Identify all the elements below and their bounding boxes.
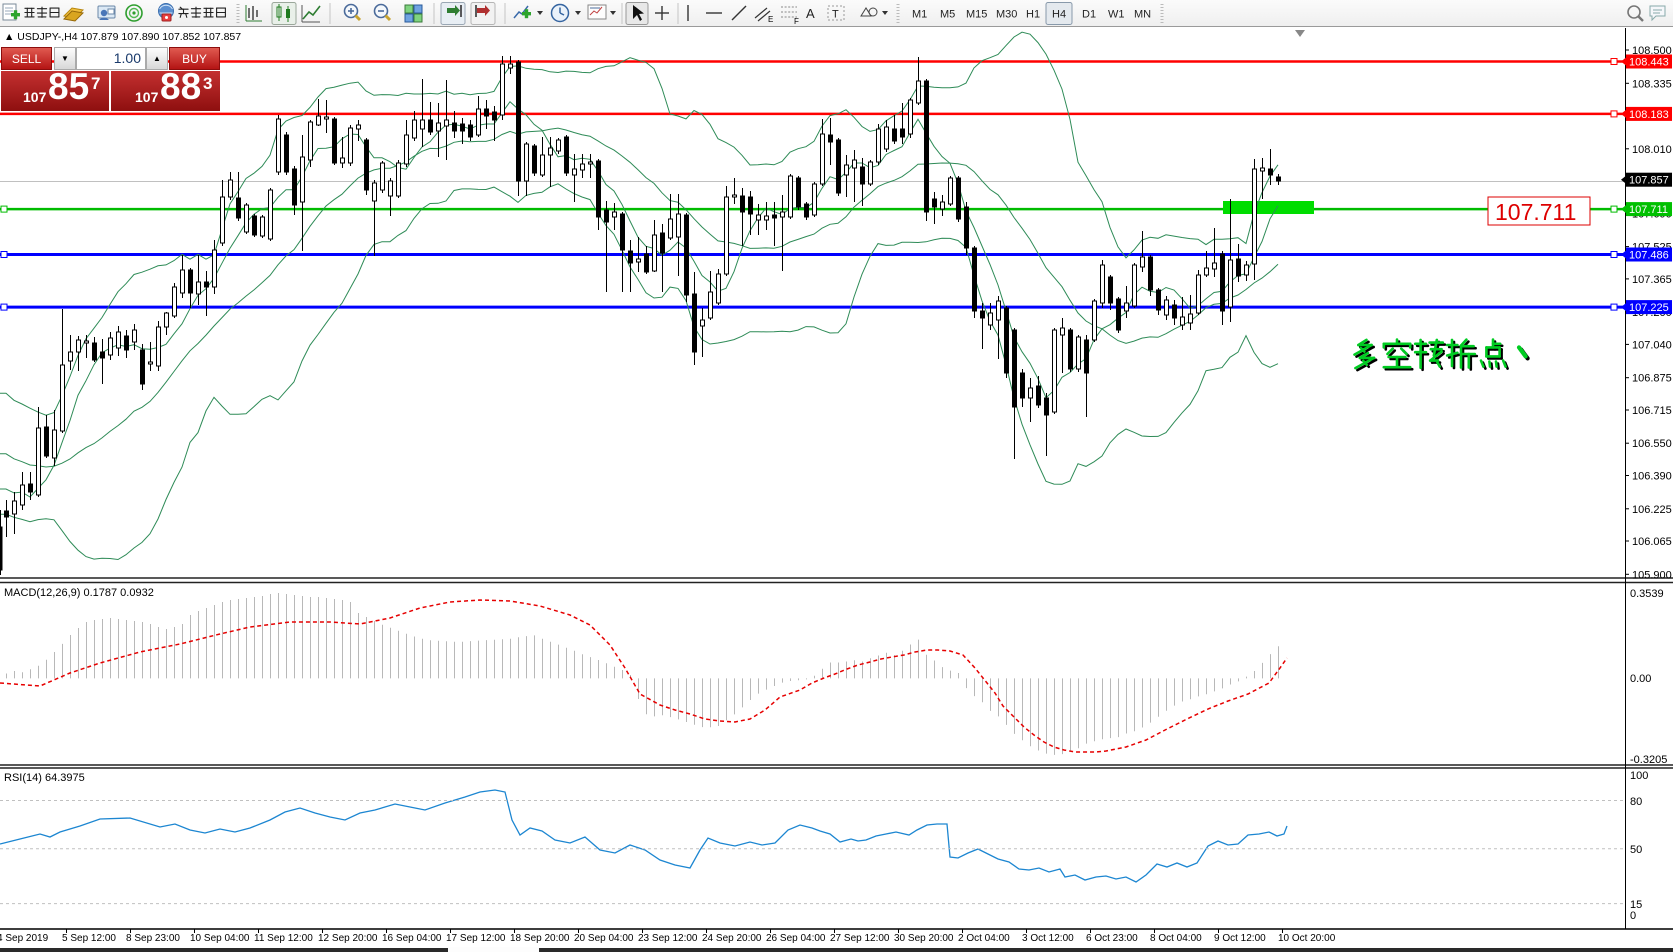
- svg-text:12 Sep 20:00: 12 Sep 20:00: [318, 933, 378, 944]
- svg-text:-0.3205: -0.3205: [1630, 754, 1667, 766]
- svg-text:H4: H4: [1052, 9, 1066, 21]
- svg-text:M15: M15: [966, 9, 987, 21]
- svg-text:MN: MN: [1134, 9, 1151, 21]
- svg-text:26 Sep 04:00: 26 Sep 04:00: [766, 933, 826, 944]
- svg-text:T: T: [832, 9, 839, 21]
- svg-text:107.857: 107.857: [1629, 175, 1669, 187]
- svg-text:50: 50: [1630, 844, 1642, 856]
- svg-text:10 Oct 20:00: 10 Oct 20:00: [1278, 933, 1336, 944]
- svg-text:0: 0: [1630, 910, 1636, 922]
- svg-text:107.711: 107.711: [1629, 204, 1668, 216]
- svg-text:W1: W1: [1108, 9, 1125, 21]
- svg-text:80: 80: [1630, 796, 1642, 808]
- svg-text:10 Sep 04:00: 10 Sep 04:00: [190, 933, 250, 944]
- svg-text:E: E: [768, 15, 773, 24]
- svg-text:5 Sep 12:00: 5 Sep 12:00: [62, 933, 116, 944]
- svg-text:106.875: 106.875: [1632, 373, 1672, 385]
- svg-text:16 Sep 04:00: 16 Sep 04:00: [382, 933, 442, 944]
- svg-text:106.550: 106.550: [1632, 438, 1672, 450]
- svg-text:107.040: 107.040: [1632, 339, 1672, 351]
- svg-text:18 Sep 20:00: 18 Sep 20:00: [510, 933, 570, 944]
- svg-text:0.00: 0.00: [1630, 673, 1651, 685]
- svg-text:24 Sep 20:00: 24 Sep 20:00: [702, 933, 762, 944]
- svg-text:107.225: 107.225: [1629, 302, 1669, 314]
- svg-text:MACD(12,26,9) 0.1787 0.0932: MACD(12,26,9) 0.1787 0.0932: [4, 587, 154, 599]
- svg-text:108.500: 108.500: [1632, 45, 1672, 57]
- svg-text:107.486: 107.486: [1629, 250, 1669, 262]
- svg-text:106.065: 106.065: [1632, 536, 1672, 548]
- svg-text:15: 15: [1630, 899, 1642, 911]
- svg-text:107.365: 107.365: [1632, 274, 1672, 286]
- svg-text:9 Oct 12:00: 9 Oct 12:00: [1214, 933, 1266, 944]
- svg-text:D1: D1: [1082, 9, 1096, 21]
- svg-text:27 Sep 12:00: 27 Sep 12:00: [830, 933, 890, 944]
- svg-text:6 Oct 23:00: 6 Oct 23:00: [1086, 933, 1138, 944]
- svg-text:105.900: 105.900: [1632, 569, 1672, 581]
- svg-text:30 Sep 20:00: 30 Sep 20:00: [894, 933, 954, 944]
- svg-text:100: 100: [1630, 770, 1648, 782]
- svg-text:106.225: 106.225: [1632, 504, 1672, 516]
- svg-text:0.3539: 0.3539: [1630, 588, 1664, 600]
- svg-text:M30: M30: [996, 9, 1017, 21]
- svg-text:▲ USDJPY-,H4 107.879 107.890 1: ▲ USDJPY-,H4 107.879 107.890 107.852 107…: [4, 31, 241, 43]
- svg-text:RSI(14) 64.3975: RSI(14) 64.3975: [4, 772, 85, 784]
- svg-text:107.711: 107.711: [1495, 199, 1576, 225]
- svg-text:M5: M5: [940, 9, 955, 21]
- svg-text:4 Sep 2019: 4 Sep 2019: [0, 933, 49, 944]
- svg-text:108.183: 108.183: [1629, 109, 1669, 121]
- svg-text:8 Oct 04:00: 8 Oct 04:00: [1150, 933, 1202, 944]
- svg-text:20 Sep 04:00: 20 Sep 04:00: [574, 933, 634, 944]
- svg-text:108.443: 108.443: [1629, 57, 1669, 69]
- svg-text:17 Sep 12:00: 17 Sep 12:00: [446, 933, 506, 944]
- svg-text:M1: M1: [912, 9, 927, 21]
- svg-text:108.335: 108.335: [1632, 78, 1672, 90]
- svg-text:11 Sep 12:00: 11 Sep 12:00: [254, 933, 313, 944]
- svg-text:23 Sep 12:00: 23 Sep 12:00: [638, 933, 698, 944]
- svg-text:A: A: [806, 6, 815, 21]
- svg-text:106.715: 106.715: [1632, 405, 1672, 417]
- svg-text:106.390: 106.390: [1632, 471, 1672, 483]
- svg-text:108.010: 108.010: [1632, 144, 1672, 156]
- svg-text:F: F: [794, 17, 799, 26]
- svg-text:H1: H1: [1026, 9, 1040, 21]
- svg-text:2 Oct 04:00: 2 Oct 04:00: [958, 933, 1010, 944]
- svg-text:3 Oct 12:00: 3 Oct 12:00: [1022, 933, 1074, 944]
- svg-text:8 Sep 23:00: 8 Sep 23:00: [126, 933, 180, 944]
